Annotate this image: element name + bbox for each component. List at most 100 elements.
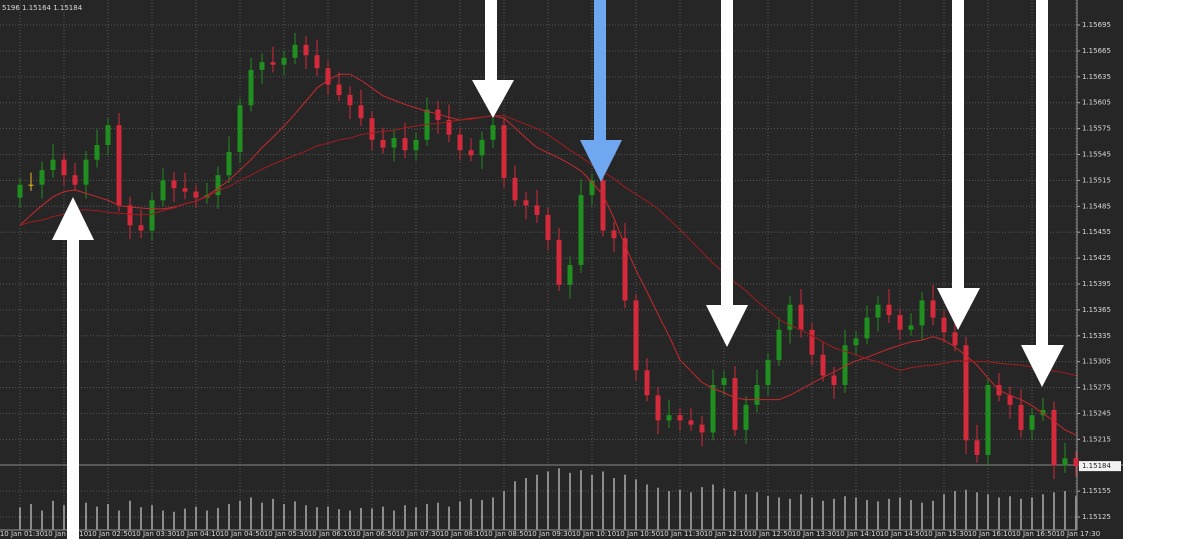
y-tick-label: 1.15335 [1082, 332, 1111, 340]
candle-body [435, 109, 441, 120]
volume-bar [1075, 496, 1077, 530]
candle-body [28, 184, 34, 186]
volume-bar [459, 501, 461, 530]
candle-body [248, 69, 254, 106]
plot: 1.15125 1.15155 1.15215 1.15245 1.15275 1.153… [0, 0, 1123, 538]
x-tick-label: 10 Jan 06:10 [308, 530, 352, 538]
x-tick-label: 10 Jan 10:50 [616, 530, 660, 538]
volume-bar [360, 507, 362, 530]
volume-bar [723, 488, 725, 530]
candle-body [182, 188, 188, 192]
candle-body [314, 55, 320, 69]
x-tick-label: 10 Jan 01:30 [0, 530, 44, 538]
candle-body [776, 329, 782, 360]
volume-bar [910, 500, 912, 530]
x-tick-label: 10 Jan 16:10 [968, 530, 1012, 538]
volume-bar [151, 505, 153, 530]
candle-body [94, 145, 100, 160]
volume-bar [866, 500, 868, 530]
x-tick-label: 10 Jan 15:30 [924, 530, 968, 538]
candle-body [149, 200, 155, 231]
header-text: 5196 1.15164 1.15184 [2, 4, 83, 12]
volume-bar [426, 504, 428, 530]
volume-bar [1042, 494, 1044, 530]
volume-bar [789, 498, 791, 530]
candle-body [1007, 395, 1013, 405]
volume-bar [96, 506, 98, 530]
volume-bar [19, 507, 21, 530]
candle-body [347, 94, 353, 106]
x-tick-label: 10 Jan 07:30 [396, 530, 440, 538]
candle-body [479, 139, 485, 156]
candle-body [897, 315, 903, 330]
y-tick-label: 1.15305 [1082, 358, 1111, 366]
volume-bar [976, 492, 978, 530]
volume-bar [492, 497, 494, 530]
candle-body [820, 354, 826, 376]
candle-body [556, 239, 562, 285]
volume-bar [393, 510, 395, 530]
volume-bar [899, 497, 901, 530]
volume-bar [547, 471, 549, 530]
volume-bar [613, 478, 615, 530]
candle-body [270, 62, 276, 65]
volume-bar [239, 500, 241, 530]
volume-bar [1053, 492, 1055, 530]
y-tick-label: 1.15575 [1082, 125, 1111, 133]
volume-bar [668, 491, 670, 530]
volume-bar [382, 506, 384, 530]
volume-bar [118, 510, 120, 530]
y-tick-label: 1.15515 [1082, 176, 1111, 184]
candle-body [567, 265, 573, 285]
volume-bar [371, 508, 373, 530]
candle-body [1062, 458, 1068, 466]
candle-body [809, 329, 815, 355]
arrow [937, 0, 980, 330]
candle-body [336, 84, 342, 95]
candle-body [193, 191, 199, 198]
volume-bar [1031, 497, 1033, 530]
x-tick-label: 10 Jan 11:30 [660, 530, 704, 538]
candle-body [226, 151, 232, 176]
y-tick-label: 1.15635 [1082, 73, 1111, 81]
candle-body [501, 125, 507, 178]
candle-body [919, 300, 925, 326]
candle-body [886, 304, 892, 316]
x-tick-label: 10 Jan 04:50 [220, 530, 264, 538]
x-tick-label: 10 Jan 14:50 [880, 530, 924, 538]
candle-body [710, 384, 716, 433]
volume-bar [767, 496, 769, 530]
volume-bar [52, 500, 54, 530]
candle-body [985, 384, 991, 455]
candle-body [589, 180, 595, 196]
candle-body [380, 139, 386, 148]
x-tick-label: 10 Jan 10:10 [572, 530, 616, 538]
volume-bar [437, 502, 439, 530]
arrow [52, 197, 94, 539]
candle-body [303, 44, 309, 56]
volume-bar [932, 500, 934, 530]
candle-body [578, 195, 584, 265]
y-tick-label: 1.15455 [1082, 228, 1111, 236]
volume-bar [800, 494, 802, 530]
candle-body [468, 150, 474, 156]
y-tick-label: 1.15665 [1082, 47, 1111, 55]
candle-body [974, 440, 980, 455]
volume-bar [228, 504, 230, 530]
candle-body [534, 205, 540, 215]
candle-body [237, 105, 243, 152]
x-tick-label: 10 Jan 02:50 [88, 530, 132, 538]
y-tick-label: 1.15425 [1082, 254, 1111, 262]
volume-bar [129, 500, 131, 530]
volume-bar [624, 474, 626, 530]
candle-body [413, 139, 419, 151]
last-price-label: 1.15184 [1082, 462, 1111, 470]
candle-body [908, 325, 914, 330]
volume-bar [272, 498, 274, 530]
candle-body [402, 138, 408, 151]
volume-bar [283, 504, 285, 530]
arrow [1021, 0, 1064, 387]
candle-body [61, 159, 67, 176]
x-tick-label: 10 Jan 02:10 [44, 530, 88, 538]
volume-bar [591, 474, 593, 530]
